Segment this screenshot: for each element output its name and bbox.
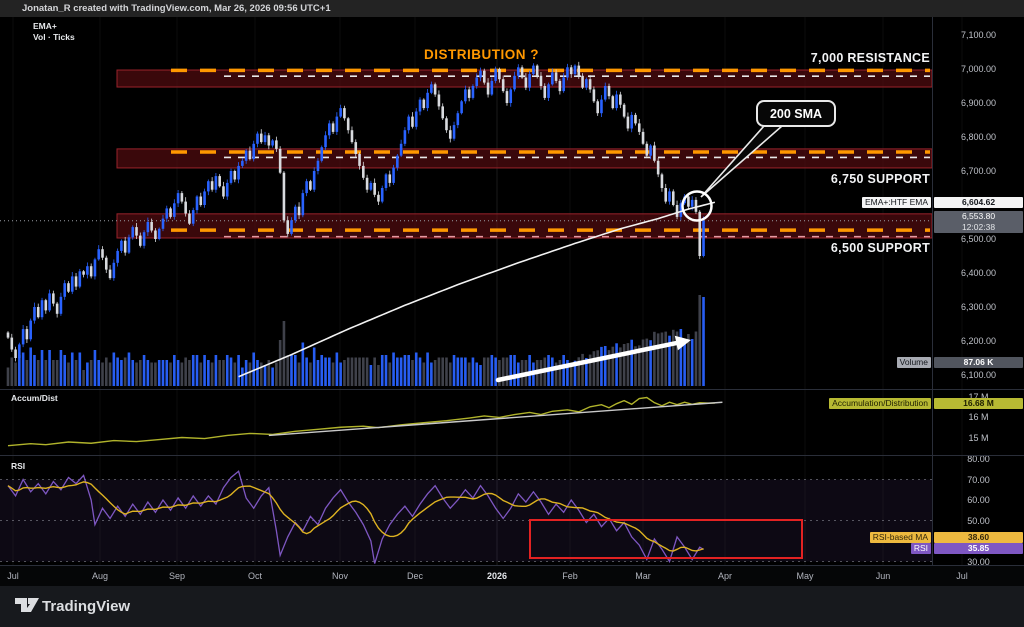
price-axis[interactable]: 7,100.00 7,000.00 6,900.00 6,800.00 6,700.00… xyxy=(933,0,1024,586)
volume-label-badge: Volume xyxy=(896,357,931,368)
panel-separator xyxy=(0,565,1024,566)
distribution-annotation: DISTRIBUTION ? xyxy=(424,47,539,62)
time-axis-label-jul: Jul xyxy=(7,571,19,581)
rsi-tick: 60.00 xyxy=(967,495,990,505)
attribution-bar: Jonatan_R created with TradingView.com, … xyxy=(0,0,1024,17)
accdist-tick: 15 M xyxy=(968,432,989,443)
bar-countdown: 12:02:38 xyxy=(961,222,996,232)
accdist-line xyxy=(7,396,715,447)
rsi-tick: 70.00 xyxy=(967,474,990,485)
ema-value-badge: 6,604.62 xyxy=(934,197,1023,208)
accdist-tick: 17 M xyxy=(968,391,989,402)
axis-separator xyxy=(932,17,933,586)
price-tick: 7,000.00 xyxy=(960,64,997,74)
time-axis-label-sep: Sep xyxy=(168,571,186,581)
rsi-consolidation-box xyxy=(529,519,803,559)
volume-value-badge: 87.06 K xyxy=(934,357,1023,368)
time-axis-label-may: May xyxy=(796,571,814,581)
rsi-ma-line xyxy=(7,481,704,552)
time-axis-label-mar: Mar xyxy=(635,571,651,581)
price-tick: 6,400.00 xyxy=(960,268,997,278)
sma-200-line xyxy=(238,201,716,378)
time-axis-label-oct: Oct xyxy=(247,571,263,581)
rsi-tick: 50.00 xyxy=(967,515,990,526)
attribution-text: Jonatan_R created with TradingView.com, … xyxy=(22,3,331,14)
rsi-label-badge: RSI xyxy=(910,543,931,554)
sma-callout: 200 SMA xyxy=(756,100,836,127)
ema-indicator-label: EMA+:HTF EMA xyxy=(861,197,931,208)
rsi-ma-value-badge: 38.60 xyxy=(934,532,1023,543)
panel-separator[interactable] xyxy=(0,455,1024,456)
price-tick: 6,800.00 xyxy=(960,132,997,142)
volume-trend-arrow xyxy=(495,340,679,383)
time-axis-label-jul: Jul xyxy=(956,571,968,581)
tradingview-logo-icon[interactable] xyxy=(14,595,40,617)
time-axis[interactable]: Jul Aug Sep Oct Nov Dec 2026 Feb Mar Apr May Jun Jul xyxy=(0,566,1024,586)
legend-ema[interactable]: EMA+ xyxy=(33,21,57,31)
price-tick: 6,500.00 xyxy=(960,234,997,244)
rsi-tick: 30.00 xyxy=(967,556,990,567)
volume-trend-arrowhead xyxy=(674,335,691,351)
panel-separator[interactable] xyxy=(0,389,1024,390)
resistance-7000-label: 7,000 RESISTANCE xyxy=(810,51,930,65)
support-6500-label: 6,500 SUPPORT xyxy=(830,241,930,255)
time-axis-label-aug: Aug xyxy=(91,571,109,581)
accdist-label-badge: Accumulation/Distribution xyxy=(829,398,931,409)
tradingview-brand-text[interactable]: TradingView xyxy=(42,598,131,615)
brand-bar: TradingView xyxy=(0,586,1024,627)
time-axis-label-apr: Apr xyxy=(717,571,733,581)
time-axis-label-nov: Nov xyxy=(331,571,349,581)
volume-bars xyxy=(6,295,705,386)
time-axis-label-dec: Dec xyxy=(406,571,424,581)
time-axis-label-jun: Jun xyxy=(875,571,891,581)
support-6750-label: 6,750 SUPPORT xyxy=(830,172,930,186)
legend-volume[interactable]: Vol · Ticks xyxy=(33,32,75,42)
price-tick: 6,100.00 xyxy=(960,370,997,380)
accdist-panel-label[interactable]: Accum/Dist xyxy=(11,393,58,403)
rsi-tick: 80.00 xyxy=(967,454,990,464)
accdist-tick: 16 M xyxy=(968,412,989,422)
rsi-panel-label[interactable]: RSI xyxy=(11,461,26,471)
price-tick: 6,900.00 xyxy=(960,98,997,108)
6500-support-zone xyxy=(116,213,933,239)
last-price-badge: 6,553.80 12:02:38 xyxy=(934,211,1023,233)
price-tick: 6,200.00 xyxy=(960,336,997,346)
time-axis-label-2026: 2026 xyxy=(486,571,508,581)
sma-touch-circle xyxy=(681,190,713,222)
accdist-value-badge: 16.68 M xyxy=(934,398,1023,409)
accdist-trendline xyxy=(268,401,723,437)
7000-resistance-zone xyxy=(116,69,933,88)
price-tick: 6,300.00 xyxy=(960,302,997,312)
price-tick: 7,100.00 xyxy=(960,30,997,40)
candles xyxy=(6,61,705,362)
rsi-value-badge: 35.85 xyxy=(934,543,1023,554)
price-tick: 6,700.00 xyxy=(960,166,997,176)
rsi-ma-label-badge: RSI-based MA xyxy=(869,532,931,543)
last-price-value: 6,553.80 xyxy=(961,211,996,221)
time-axis-label-feb: Feb xyxy=(562,571,578,581)
